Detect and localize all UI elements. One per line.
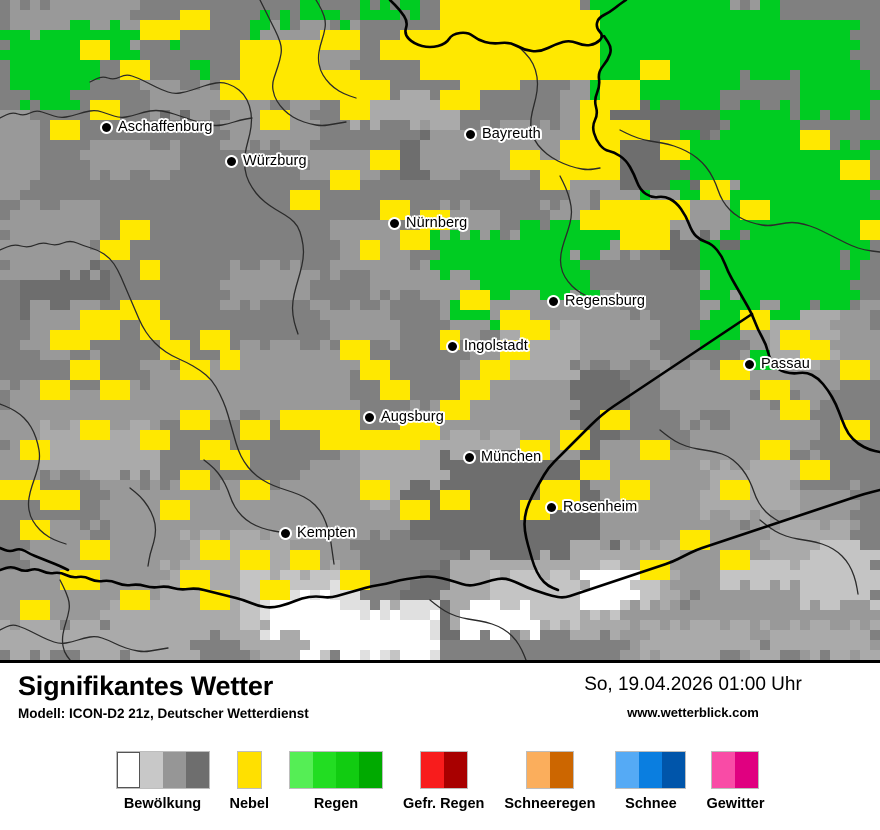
legend-color-cell — [185, 752, 209, 788]
legend-color-cell — [662, 752, 686, 788]
legend-item-gefr-regen: Gefr. Regen — [393, 751, 494, 812]
legend-swatch — [115, 751, 210, 789]
legend-color-cell — [712, 752, 736, 788]
weather-legend: Bewölkung Nebel Regen Gefr. Regen Schneerege… — [0, 751, 880, 812]
legend-color-cell — [139, 752, 163, 788]
legend-color-cell — [359, 752, 382, 788]
page-title: Signifikantes Wetter — [18, 671, 274, 701]
legend-color-cell — [290, 752, 313, 788]
legend-swatch — [711, 751, 760, 789]
legend-item-gewitter: Gewitter — [696, 751, 774, 812]
legend-label: Schnee — [625, 796, 677, 812]
legend-color-cell — [735, 752, 759, 788]
legend-item-schnee: Schnee — [605, 751, 696, 812]
model-subtitle: Modell: ICON-D2 21z, Deutscher Wetterdie… — [18, 706, 309, 722]
title-block: Signifikantes Wetter Modell: ICON-D2 21z… — [18, 671, 309, 722]
legend-color-cell — [420, 752, 444, 788]
footer-header-row: Signifikantes Wetter Modell: ICON-D2 21z… — [0, 663, 880, 735]
significant-weather-map-canvas[interactable] — [0, 0, 880, 660]
legend-item-schneeregen: Schneeregen — [494, 751, 605, 812]
legend-color-cell — [616, 752, 640, 788]
legend-label: Regen — [313, 796, 359, 812]
legend-color-cell — [443, 752, 467, 788]
legend-label: Schneeregen — [504, 796, 596, 812]
legend-label: Gewitter — [706, 796, 765, 812]
legend-item-regen: Regen — [279, 751, 393, 812]
legend-item-nebel: Nebel — [220, 751, 280, 812]
legend-swatch — [525, 751, 574, 789]
legend-swatch — [419, 751, 468, 789]
legend-label: Bewölkung — [123, 796, 202, 812]
valid-time-label: So, 19.04.2026 01:00 Uhr — [584, 674, 802, 695]
legend-color-cell — [336, 752, 359, 788]
legend-swatch — [615, 751, 687, 789]
legend-label: Gefr. Regen — [403, 796, 485, 812]
site-url-label: www.wetterblick.com — [627, 705, 759, 720]
legend-color-cell — [549, 752, 573, 788]
legend-color-cell — [162, 752, 186, 788]
meta-block: So, 19.04.2026 01:00 Uhr www.wetterblick… — [528, 674, 858, 720]
legend-color-cell — [526, 752, 550, 788]
map-footer: Signifikantes Wetter Modell: ICON-D2 21z… — [0, 660, 880, 830]
weather-map-panel[interactable]: Aschaffenburg Würzburg Bayreuth Nürnberg Reg… — [0, 0, 880, 660]
legend-color-cell — [237, 752, 261, 788]
legend-swatch — [236, 751, 262, 789]
legend-color-cell — [313, 752, 336, 788]
legend-swatch — [289, 751, 383, 789]
legend-label: Nebel — [229, 796, 270, 812]
legend-color-cell — [639, 752, 663, 788]
legend-item-bew-lkung: Bewölkung — [106, 751, 220, 812]
legend-color-cell — [116, 752, 140, 788]
